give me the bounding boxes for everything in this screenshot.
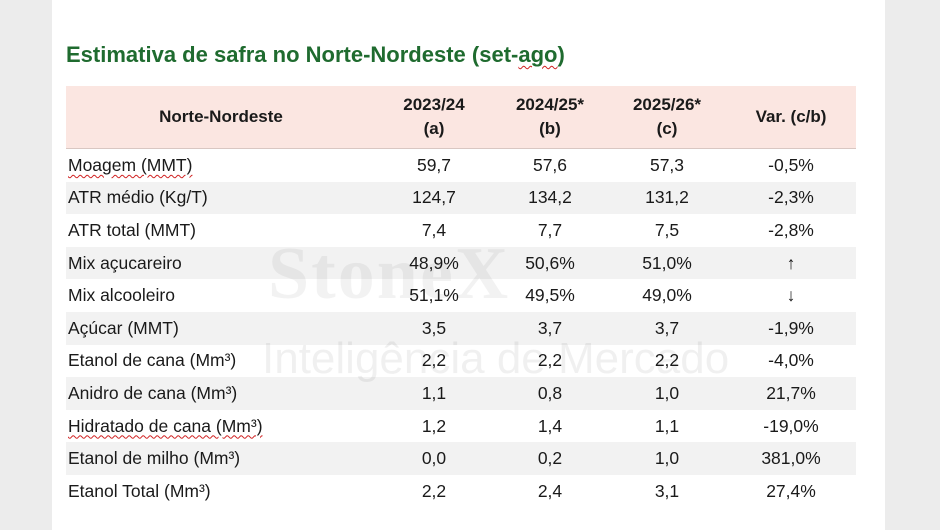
cell-c: 1,0 xyxy=(608,377,726,410)
cell-a: 59,7 xyxy=(376,148,492,182)
row-label: ATR médio (Kg/T) xyxy=(66,181,376,215)
cell-c: 1,0 xyxy=(608,442,726,475)
cell-var xyxy=(726,279,856,312)
header-region: Norte-Nordeste xyxy=(66,86,376,149)
cell-a: 2,2 xyxy=(376,344,492,378)
cell-c: 3,7 xyxy=(608,311,726,345)
table-row: Etanol de milho (Mm³) 0,0 0,2 1,0 381,0% xyxy=(66,442,856,475)
row-label: ATR total (MMT) xyxy=(66,214,376,247)
cell-var: 381,0% xyxy=(726,442,856,475)
arrow-up-icon xyxy=(787,253,796,273)
cell-c: 51,0% xyxy=(608,246,726,280)
table-row: Etanol Total (Mm³) 2,2 2,4 3,1 27,4% xyxy=(66,474,856,508)
table-row: ATR total (MMT) 7,4 7,7 7,5 -2,8% xyxy=(66,214,856,247)
cell-c: 49,0% xyxy=(608,279,726,312)
table-row: Mix alcooleiro 51,1% 49,5% 49,0% xyxy=(66,279,856,312)
cell-c: 1,1 xyxy=(608,409,726,443)
cell-b: 7,7 xyxy=(492,214,608,247)
cell-var: 21,7% xyxy=(726,377,856,410)
cell-var: -2,8% xyxy=(726,214,856,247)
row-label: Mix açucareiro xyxy=(66,246,376,280)
cell-var: 27,4% xyxy=(726,474,856,508)
cell-a: 2,2 xyxy=(376,474,492,508)
cell-b: 57,6 xyxy=(492,148,608,182)
cell-b: 2,2 xyxy=(492,344,608,378)
cell-b: 134,2 xyxy=(492,181,608,215)
row-label: Mix alcooleiro xyxy=(66,279,376,312)
cell-a: 124,7 xyxy=(376,181,492,215)
row-label: Anidro de cana (Mm³) xyxy=(66,377,376,410)
cell-a: 1,2 xyxy=(376,409,492,443)
cell-b: 1,4 xyxy=(492,409,608,443)
harvest-estimate-table: Norte-Nordeste 2023/24 (a) 2024/25* (b) 20… xyxy=(66,86,856,508)
table-row: Hidratado de cana (Mm³) 1,2 1,4 1,1 -19,… xyxy=(66,409,856,443)
row-label: Etanol de cana (Mm³) xyxy=(66,344,376,378)
arrow-down-icon xyxy=(787,285,796,305)
cell-b: 0,2 xyxy=(492,442,608,475)
cell-var: -0,5% xyxy=(726,148,856,182)
table-row: Anidro de cana (Mm³) 1,1 0,8 1,0 21,7% xyxy=(66,377,856,410)
table-header-row: Norte-Nordeste 2023/24 (a) 2024/25* (b) 20… xyxy=(66,86,856,149)
header-2024-25: 2024/25* (b) xyxy=(492,86,608,149)
cell-c: 3,1 xyxy=(608,474,726,508)
cell-b: 2,4 xyxy=(492,474,608,508)
row-label: Açúcar (MMT) xyxy=(66,311,376,345)
header-2025-26: 2025/26* (c) xyxy=(608,86,726,149)
table-row: Etanol de cana (Mm³) 2,2 2,2 2,2 -4,0% xyxy=(66,344,856,378)
table-row: Açúcar (MMT) 3,5 3,7 3,7 -1,9% xyxy=(66,311,856,345)
cell-var: -1,9% xyxy=(726,311,856,345)
table-row: Mix açucareiro 48,9% 50,6% 51,0% xyxy=(66,246,856,280)
cell-c: 2,2 xyxy=(608,344,726,378)
table-row: ATR médio (Kg/T) 124,7 134,2 131,2 -2,3% xyxy=(66,181,856,215)
cell-c: 131,2 xyxy=(608,181,726,215)
row-label: Etanol de milho (Mm³) xyxy=(66,442,376,475)
cell-a: 48,9% xyxy=(376,246,492,280)
header-variation: Var. (c/b) xyxy=(726,86,856,149)
cell-b: 50,6% xyxy=(492,246,608,280)
header-2023-24: 2023/24 (a) xyxy=(376,86,492,149)
row-label: Etanol Total (Mm³) xyxy=(66,474,376,508)
cell-var xyxy=(726,246,856,280)
cell-a: 51,1% xyxy=(376,279,492,312)
cell-a: 1,1 xyxy=(376,377,492,410)
cell-b: 49,5% xyxy=(492,279,608,312)
page-title: Estimativa de safra no Norte-Nordeste (s… xyxy=(66,42,565,67)
cell-c: 7,5 xyxy=(608,214,726,247)
cell-var: -2,3% xyxy=(726,181,856,215)
cell-b: 0,8 xyxy=(492,377,608,410)
row-label: Moagem (MMT) xyxy=(66,148,376,182)
row-label: Hidratado de cana (Mm³) xyxy=(66,409,376,443)
cell-c: 57,3 xyxy=(608,148,726,182)
cell-a: 3,5 xyxy=(376,311,492,345)
cell-a: 7,4 xyxy=(376,214,492,247)
cell-a: 0,0 xyxy=(376,442,492,475)
cell-var: -4,0% xyxy=(726,344,856,378)
table-row: Moagem (MMT) 59,7 57,6 57,3 -0,5% xyxy=(66,148,856,182)
cell-b: 3,7 xyxy=(492,311,608,345)
cell-var: -19,0% xyxy=(726,409,856,443)
